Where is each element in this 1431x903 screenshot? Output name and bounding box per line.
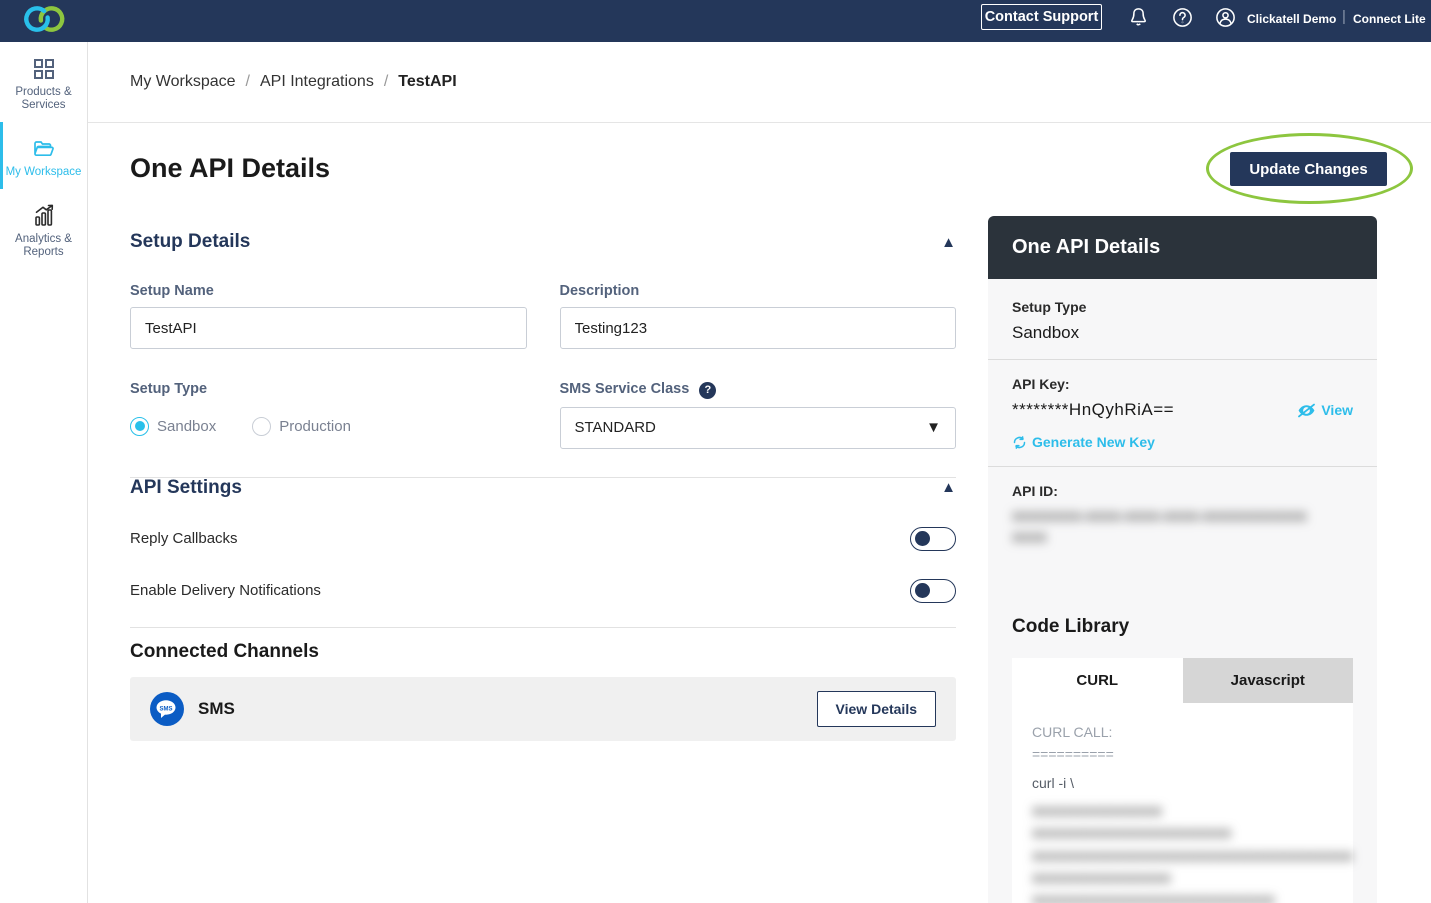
svg-text:SMS: SMS xyxy=(159,706,172,712)
